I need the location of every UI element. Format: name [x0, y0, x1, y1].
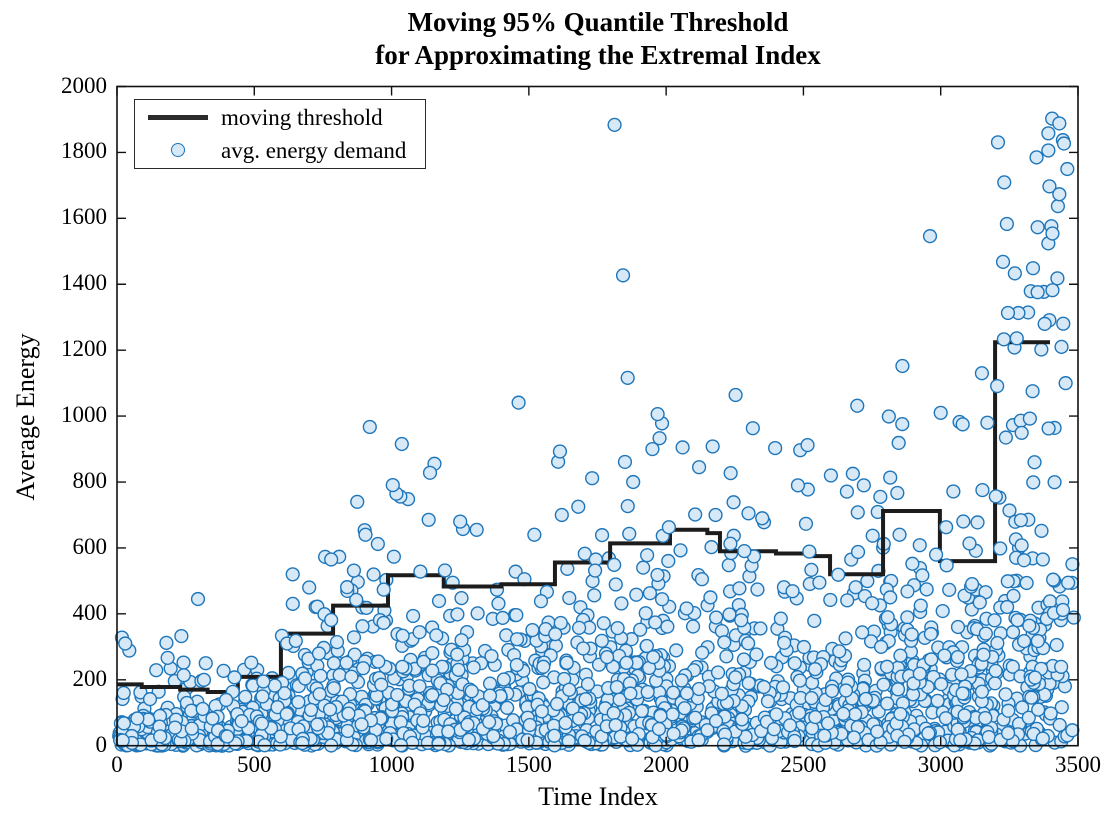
y-tick-label: 600	[72, 533, 108, 559]
y-tick-label: 400	[72, 599, 108, 625]
legend-line-swatch-area	[135, 115, 221, 121]
y-tick-label: 1400	[61, 270, 107, 296]
y-tick-label: 1600	[61, 204, 107, 230]
y-tick-label: 800	[72, 468, 108, 494]
legend-row-demand: avg. energy demand	[135, 135, 425, 165]
x-tick-label: 3000	[917, 752, 964, 777]
x-tick-label: 500	[237, 752, 272, 777]
x-tick-label: 0	[111, 752, 123, 777]
y-tick-label: 200	[72, 665, 108, 691]
x-tick-label: 2500	[780, 752, 827, 777]
legend-marker-swatch-area	[135, 143, 221, 158]
x-axis-label: Time Index	[538, 782, 658, 811]
y-tick-label: 1000	[61, 402, 107, 428]
scatter-marker-icon	[171, 143, 185, 158]
chart-legend: moving threshold avg. energy demand	[134, 99, 426, 169]
x-tick-label: 2000	[643, 752, 690, 777]
y-tick-label: 0	[95, 731, 108, 757]
legend-row-threshold: moving threshold	[135, 103, 425, 133]
y-tick-label: 2000	[61, 72, 107, 98]
legend-label-demand: avg. energy demand	[221, 137, 407, 163]
legend-label-threshold: moving threshold	[221, 105, 383, 131]
x-tick-label: 1500	[505, 752, 552, 777]
threshold-line-icon	[148, 115, 208, 121]
x-tick-label: 1000	[368, 752, 415, 777]
x-tick-label: 3500	[1055, 752, 1101, 777]
y-tick-label: 1200	[61, 336, 107, 362]
y-tick-label: 1800	[61, 138, 107, 164]
